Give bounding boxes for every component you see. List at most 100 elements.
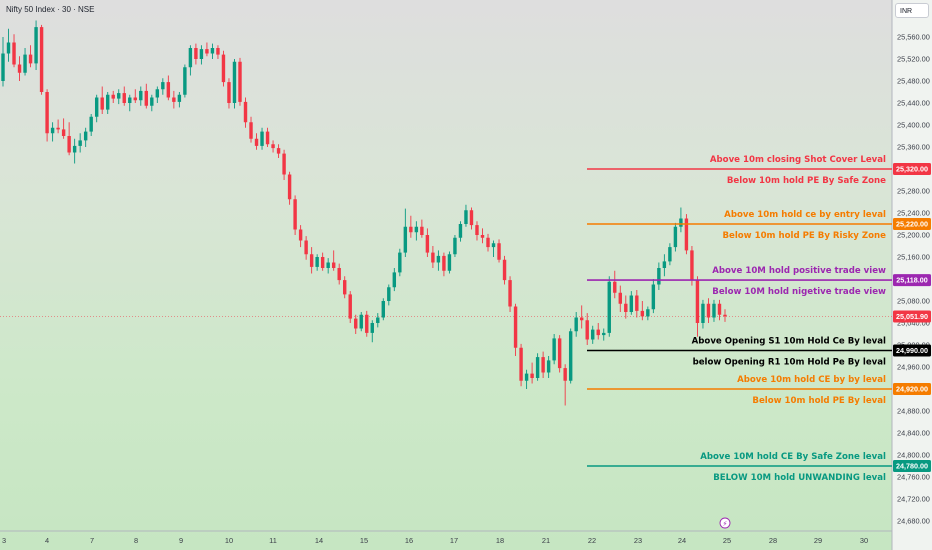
- current-price-label: 25,051.90: [896, 312, 928, 321]
- currency-selector[interactable]: INR: [895, 3, 929, 18]
- candle: [94, 94, 99, 123]
- candle-body: [381, 301, 385, 318]
- candle: [155, 86, 160, 103]
- candle-body: [94, 97, 99, 117]
- level-text-above: Above 10M hold CE By Safe Zone leval: [700, 452, 886, 462]
- x-tick-label: 22: [588, 536, 596, 545]
- level-text-below: Below 10m hold PE By Safe Zone: [727, 176, 886, 186]
- candle: [227, 78, 231, 109]
- candle-body: [513, 306, 518, 348]
- candle: [425, 228, 430, 257]
- candle: [56, 119, 60, 134]
- candle-body: [67, 136, 71, 153]
- candle-body: [679, 218, 683, 227]
- candle-body: [629, 295, 634, 312]
- candle-body: [684, 218, 689, 251]
- level-text-above: Above 10m closing Shot Cover Leval: [710, 155, 886, 165]
- candle: [106, 92, 110, 114]
- candle-body: [453, 237, 457, 255]
- candle-body: [552, 338, 556, 361]
- y-tick-label: 25,200.00: [897, 231, 930, 240]
- candle: [304, 236, 308, 260]
- candle: [1, 37, 5, 87]
- candle: [574, 312, 578, 337]
- candle: [122, 86, 126, 106]
- candle: [315, 254, 319, 271]
- candle: [298, 225, 303, 248]
- candle-body: [17, 64, 22, 73]
- candle: [370, 320, 374, 343]
- current-price-badge: [893, 310, 931, 323]
- candle: [420, 219, 424, 238]
- candle-body: [83, 131, 88, 141]
- x-tick-label: 17: [450, 536, 458, 545]
- candle: [326, 258, 330, 274]
- candle-body: [574, 317, 578, 332]
- y-tick-label: 24,960.00: [897, 363, 930, 372]
- candle: [139, 86, 143, 106]
- candle: [585, 313, 589, 345]
- y-tick-label: 25,400.00: [897, 121, 930, 130]
- candle-body: [624, 303, 628, 312]
- candle-body: [72, 145, 77, 153]
- x-tick-label: 11: [269, 536, 277, 545]
- candle: [508, 276, 512, 312]
- candle-body: [640, 310, 645, 317]
- candle: [343, 276, 347, 299]
- candle: [188, 45, 193, 76]
- candle: [144, 83, 149, 109]
- candle-body: [365, 314, 369, 333]
- y-tick-label: 24,840.00: [897, 429, 930, 438]
- candle: [635, 290, 639, 318]
- candle: [365, 310, 369, 337]
- candle-body: [100, 97, 104, 110]
- candle: [17, 56, 22, 81]
- x-tick-label: 3: [2, 536, 6, 545]
- y-tick-label: 24,800.00: [897, 451, 930, 460]
- candle: [541, 351, 545, 378]
- candle-body: [668, 247, 672, 262]
- candle: [12, 34, 16, 68]
- candle: [23, 48, 27, 76]
- candle-body: [673, 226, 678, 248]
- candle: [282, 149, 286, 180]
- candle: [28, 45, 33, 68]
- candle: [591, 325, 595, 344]
- candle-body: [238, 61, 242, 102]
- candle: [61, 118, 66, 139]
- candle: [447, 251, 452, 274]
- candle: [673, 222, 678, 252]
- candle-body: [557, 338, 562, 369]
- level-price-badge: [893, 218, 931, 230]
- candle: [469, 207, 474, 230]
- x-tick-label: 21: [542, 536, 550, 545]
- x-tick-label: 25: [723, 536, 731, 545]
- level-price-label: 25,220.00: [896, 220, 928, 229]
- candle: [458, 221, 463, 242]
- candle: [194, 43, 198, 65]
- candle: [431, 246, 435, 268]
- candle: [613, 270, 617, 299]
- candle: [221, 50, 226, 87]
- candle: [557, 335, 562, 373]
- candle-body: [607, 281, 611, 333]
- candle: [657, 262, 661, 290]
- level-price-label: 24,920.00: [896, 385, 928, 394]
- candle: [717, 299, 722, 321]
- candle: [254, 133, 259, 150]
- candle: [354, 314, 358, 334]
- candle-body: [139, 90, 143, 101]
- candle-body: [315, 257, 319, 267]
- candle: [287, 171, 292, 205]
- candle: [150, 94, 154, 112]
- candle-body: [111, 94, 115, 99]
- y-tick-label: 25,240.00: [897, 209, 930, 218]
- candle-body: [106, 94, 110, 110]
- candle: [546, 356, 551, 378]
- candle-body: [50, 127, 55, 134]
- candle-body: [6, 42, 11, 54]
- candle-body: [293, 199, 297, 230]
- candle-body: [205, 49, 209, 54]
- candle-body: [403, 226, 408, 253]
